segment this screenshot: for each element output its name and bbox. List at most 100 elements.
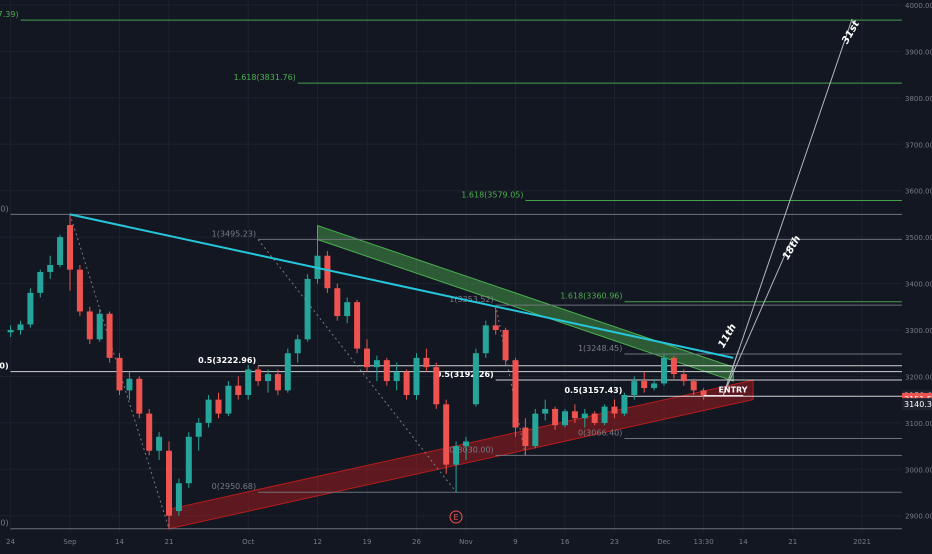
candle-body[interactable] — [601, 406, 608, 423]
candle-body[interactable] — [581, 413, 588, 419]
candle-body[interactable] — [96, 313, 103, 340]
candle-body[interactable] — [512, 360, 519, 428]
candle-body[interactable] — [175, 483, 182, 512]
price-badge-label: 3140.35 — [904, 400, 932, 409]
time-axis-label: 24 — [6, 538, 15, 546]
candle-body[interactable] — [265, 374, 271, 382]
time-axis-label: 26 — [412, 538, 421, 546]
candle-body[interactable] — [274, 374, 281, 391]
time-axis-label: 23 — [610, 538, 619, 546]
candle-body[interactable] — [67, 225, 73, 270]
candle-body[interactable] — [482, 325, 489, 354]
candle-body[interactable] — [304, 278, 311, 340]
time-axis-label: 21 — [165, 538, 174, 546]
candle-body[interactable] — [571, 411, 578, 419]
candle-body[interactable] — [235, 385, 242, 396]
candle-body[interactable] — [126, 378, 133, 391]
candle-body[interactable] — [670, 357, 677, 375]
candle-body[interactable] — [284, 353, 291, 391]
price-axis[interactable] — [902, 0, 932, 550]
candle-body[interactable] — [393, 371, 400, 382]
candle-body[interactable] — [215, 399, 222, 414]
time-axis-label: Dec — [657, 538, 671, 546]
event-marker-icon[interactable] — [449, 510, 463, 524]
candle-body[interactable] — [700, 390, 707, 396]
candle-body[interactable] — [463, 441, 469, 447]
projection-arrow[interactable] — [722, 236, 794, 396]
time-axis-label: 19 — [363, 538, 372, 546]
candle-body[interactable] — [522, 427, 529, 447]
candle-body[interactable] — [324, 255, 331, 289]
candle-body[interactable] — [354, 302, 361, 349]
projection-arrow[interactable] — [722, 18, 853, 396]
candle-body[interactable] — [552, 408, 559, 426]
price-axis-label: 3200.00 — [905, 373, 932, 381]
candle-body[interactable] — [373, 360, 380, 368]
candle-body[interactable] — [27, 292, 34, 325]
candle-body[interactable] — [116, 357, 123, 391]
candle-body[interactable] — [47, 265, 54, 272]
candle-body[interactable] — [611, 406, 618, 414]
candle-body[interactable] — [472, 353, 479, 405]
candle-body[interactable] — [562, 411, 568, 426]
time-axis-label: 21 — [788, 538, 797, 546]
candle-body[interactable] — [364, 348, 370, 368]
candle-body[interactable] — [433, 367, 440, 405]
candle-body[interactable] — [591, 413, 598, 423]
time-axis-label: Nov — [459, 538, 473, 546]
candle-body[interactable] — [443, 404, 450, 465]
candle-body[interactable] — [255, 369, 262, 382]
candle-body[interactable] — [136, 378, 143, 414]
candle-body[interactable] — [492, 325, 499, 331]
fib-level-label: 0.5(3192.26) — [436, 370, 494, 379]
time-axis[interactable] — [0, 532, 932, 550]
candle-body[interactable] — [403, 371, 410, 396]
candle-body[interactable] — [86, 311, 93, 340]
candle-body[interactable] — [225, 385, 232, 414]
fib-level-label: 1(3549.00) — [0, 204, 9, 213]
price-axis-label: 3600.00 — [905, 188, 932, 196]
candle-body[interactable] — [542, 408, 549, 414]
candle-body[interactable] — [245, 369, 252, 396]
fib-level-label: 1.618(3967.39) — [0, 10, 19, 19]
candle-body[interactable] — [106, 313, 113, 358]
candle-body[interactable] — [502, 330, 509, 361]
candle-body[interactable] — [37, 271, 44, 293]
fib-level-label: 0(2872.00) — [0, 519, 9, 528]
price-axis-label: 3800.00 — [905, 95, 932, 103]
price-axis-label: 3100.00 — [905, 420, 932, 428]
fib-level-label: 0(3066.40) — [578, 428, 622, 437]
candle-body[interactable] — [413, 357, 420, 396]
fib-level-label: 1(3248.45) — [578, 344, 622, 353]
fib-level-label: 0.5(3157.43) — [564, 386, 622, 395]
candle-body[interactable] — [661, 357, 667, 384]
candle-body[interactable] — [453, 446, 460, 465]
candle-body[interactable] — [532, 413, 539, 447]
candle-body[interactable] — [621, 395, 628, 414]
candle-body[interactable] — [680, 374, 687, 382]
time-axis-label: 14 — [115, 538, 124, 546]
candle-body[interactable] — [383, 360, 390, 382]
candle-body[interactable] — [690, 381, 697, 391]
candle-body[interactable] — [57, 237, 64, 266]
candle-body[interactable] — [344, 302, 351, 317]
candle-body[interactable] — [166, 450, 172, 516]
candle-body[interactable] — [631, 381, 638, 396]
candle-body[interactable] — [185, 436, 192, 484]
candle-body[interactable] — [156, 436, 163, 451]
candle-body[interactable] — [205, 399, 212, 423]
candle-body[interactable] — [146, 413, 153, 451]
trendline-cyan-resistance[interactable] — [69, 213, 734, 359]
candle-body[interactable] — [195, 422, 202, 437]
candle-body[interactable] — [641, 381, 648, 389]
candle-body[interactable] — [334, 288, 341, 317]
candle-body[interactable] — [76, 269, 83, 312]
candle-body[interactable] — [651, 383, 658, 389]
candle-body[interactable] — [17, 324, 24, 331]
candle-body[interactable] — [423, 357, 430, 368]
candle-body[interactable] — [294, 339, 301, 354]
time-axis-label: 14 — [739, 538, 748, 546]
candle-body[interactable] — [7, 330, 14, 333]
